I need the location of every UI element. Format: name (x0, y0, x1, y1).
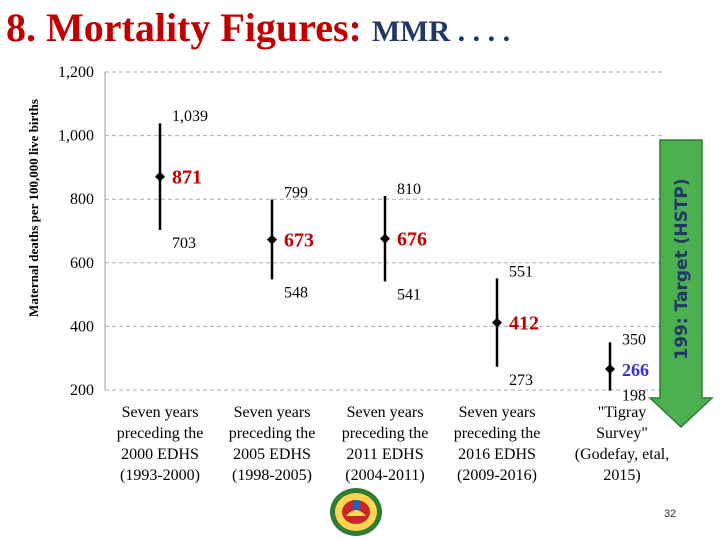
emblem-logo (330, 488, 382, 536)
page-number: 32 (664, 508, 677, 520)
x-category-label: (2004-2011) (345, 467, 424, 484)
slide-title-main: 8. Mortality Figures: (6, 5, 362, 50)
x-category-label: "Tigray (598, 404, 647, 421)
estimate-marker (605, 364, 615, 375)
y-tick-label: 600 (70, 255, 94, 272)
estimate-marker (492, 317, 502, 328)
low-value-label: 703 (172, 235, 196, 252)
slide-title-sub: MMR . . . . (371, 15, 511, 48)
x-category-label: Seven years (459, 404, 536, 421)
y-tick-label: 1,000 (58, 128, 94, 145)
x-category-label: 2005 EDHS (233, 446, 311, 463)
target-arrow (648, 139, 714, 429)
estimate-value-label: 871 (172, 167, 202, 189)
low-value-label: 198 (622, 388, 646, 405)
y-tick-label: 400 (70, 318, 94, 335)
x-category-label: (1993-2000) (120, 467, 200, 484)
x-category-label: Seven years (347, 404, 424, 421)
high-value-label: 551 (509, 263, 533, 280)
y-tick-label: 800 (70, 191, 94, 208)
x-category-label: (Godefay, etal, (575, 446, 669, 463)
estimate-value-label: 266 (622, 360, 649, 380)
slide-title: 8. Mortality Figures: MMR . . . . (6, 4, 510, 56)
x-category-label: (2009-2016) (457, 467, 537, 484)
x-category-label: preceding the (229, 425, 316, 442)
high-value-label: 1,039 (172, 108, 208, 125)
estimate-value-label: 673 (284, 230, 314, 252)
x-category-label: (1998-2005) (232, 467, 312, 484)
high-value-label: 350 (622, 331, 646, 348)
low-value-label: 273 (509, 372, 533, 389)
estimate-marker (155, 171, 165, 182)
x-category-label: 2016 EDHS (458, 446, 536, 463)
x-category-label: preceding the (117, 425, 204, 442)
low-value-label: 548 (284, 284, 308, 301)
x-category-label: Survey" (596, 425, 648, 442)
estimate-marker (380, 233, 390, 244)
estimate-marker (267, 234, 277, 245)
y-tick-label: 1,200 (58, 64, 94, 81)
x-category-label: 2015) (603, 467, 640, 484)
low-value-label: 541 (397, 287, 421, 304)
x-category-label: Seven years (234, 404, 311, 421)
x-category-label: 2000 EDHS (121, 446, 199, 463)
x-category-label: preceding the (454, 425, 541, 442)
high-value-label: 810 (397, 181, 421, 198)
x-category-label: 2011 EDHS (346, 446, 423, 463)
estimate-value-label: 676 (397, 229, 427, 251)
y-tick-label: 200 (70, 382, 94, 399)
x-category-label: preceding the (342, 425, 429, 442)
target-label: 199: Target (HSTP) (672, 178, 692, 359)
high-value-label: 799 (284, 185, 308, 202)
estimate-value-label: 412 (509, 313, 539, 335)
x-category-label: Seven years (122, 404, 199, 421)
